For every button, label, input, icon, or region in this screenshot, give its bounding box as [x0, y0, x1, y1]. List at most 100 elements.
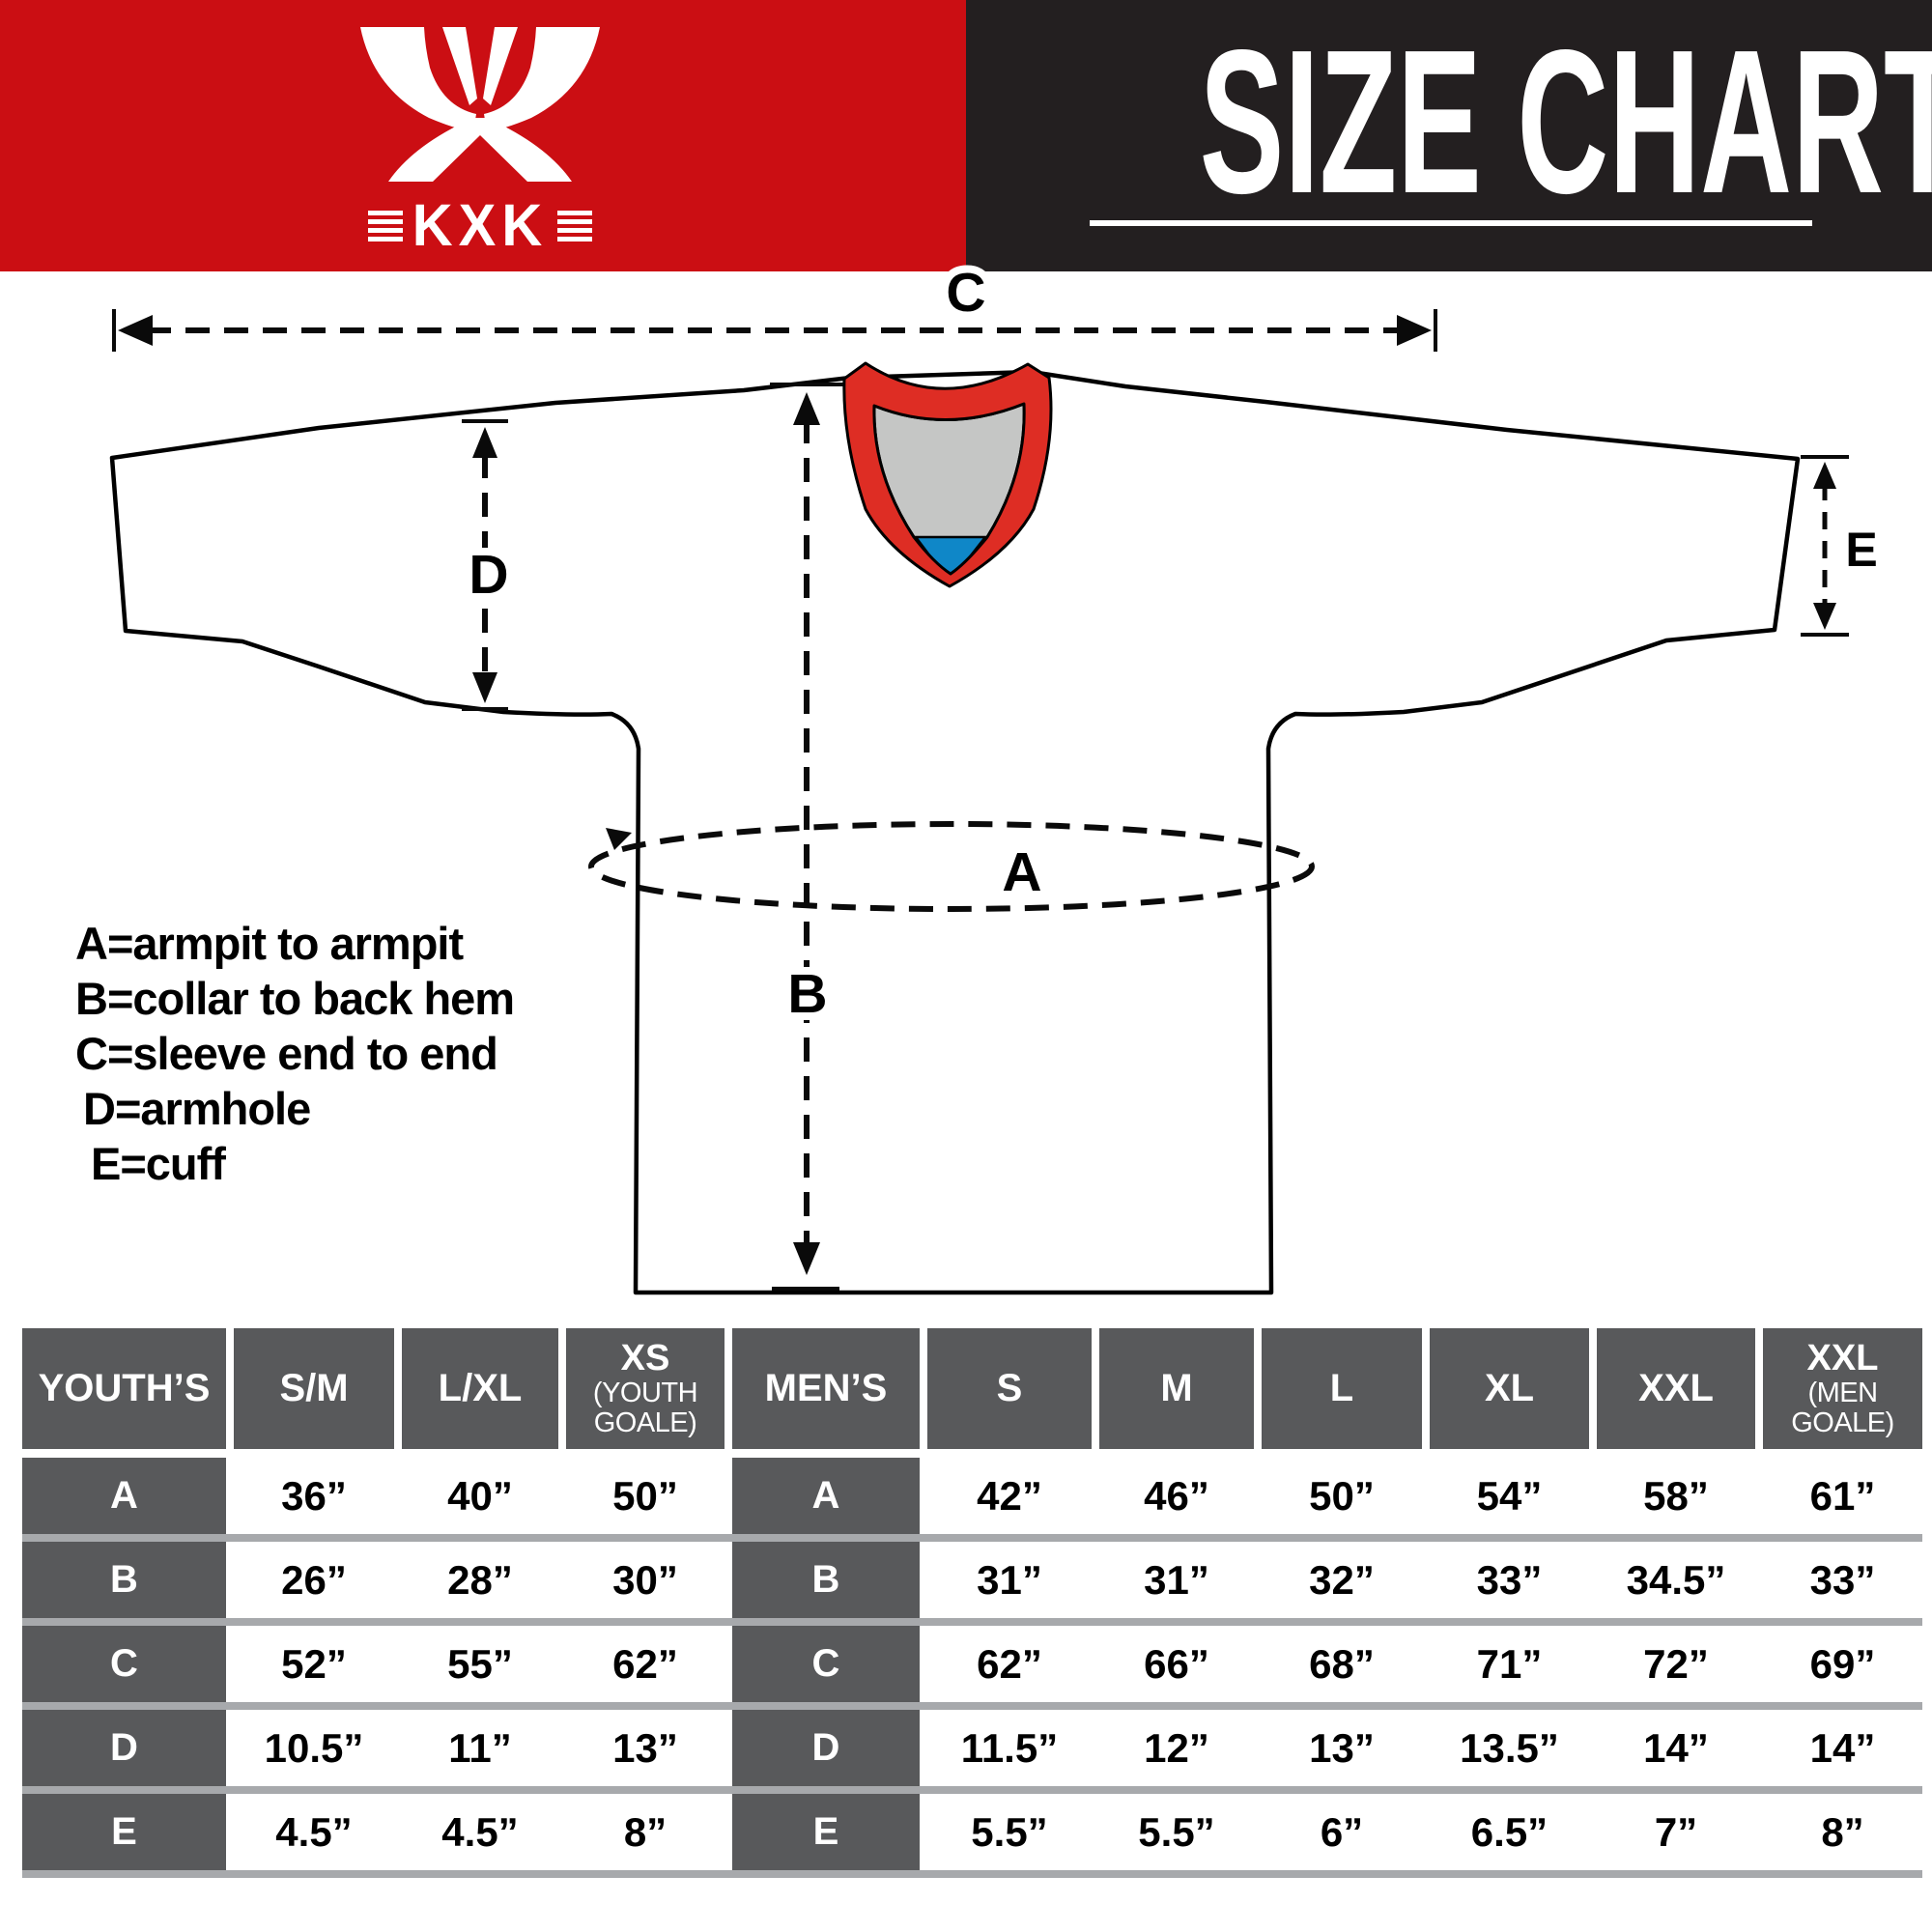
row-separator: [22, 1786, 1922, 1794]
mens-row-label-d: D: [732, 1710, 920, 1786]
logo-bars-left-icon: [367, 211, 403, 242]
table-cell: 62”: [566, 1626, 724, 1702]
logo-bars-right-icon: [557, 211, 593, 242]
table-cell: 5.5”: [1099, 1794, 1254, 1870]
table-cell: 7”: [1597, 1794, 1755, 1870]
mens-row-label-e: E: [732, 1794, 920, 1870]
brand-banner: KXK: [0, 0, 966, 271]
youth-goalie-note2: GOALE): [593, 1407, 697, 1439]
mens-col-s: S: [927, 1328, 1092, 1449]
brand-wordmark: KXK: [359, 192, 601, 259]
mens-row-label-b: B: [732, 1542, 920, 1618]
table-cell: 50”: [1262, 1458, 1422, 1534]
youth-row-label-c: C: [22, 1626, 226, 1702]
table-cell: 32”: [1262, 1542, 1422, 1618]
jersey-outline: [109, 369, 1801, 1295]
table-cell: 13”: [1262, 1710, 1422, 1786]
measure-arrow-b: B: [770, 383, 843, 1291]
label-b: B: [787, 963, 827, 1025]
legend-line-a: A=armpit to armpit: [75, 918, 464, 969]
table-cell: 71”: [1430, 1626, 1589, 1702]
table-bottom-bar: [22, 1870, 1922, 1878]
measure-arrow-c: C: [112, 254, 1437, 352]
table-cell: 14”: [1763, 1710, 1922, 1786]
measurement-legend: A=armpit to armpit B=collar to back hem …: [75, 916, 515, 1191]
label-e: E: [1845, 523, 1877, 577]
header-gap: [22, 1449, 1922, 1458]
youth-row-label-a: A: [22, 1458, 226, 1534]
table-cell: 62”: [927, 1626, 1092, 1702]
youth-col-goalie: XS (YOUTH GOALE): [566, 1328, 724, 1449]
legend-line-c: C=sleeve end to end: [75, 1028, 498, 1079]
table-cell: 36”: [234, 1458, 394, 1534]
table-cell: 14”: [1597, 1710, 1755, 1786]
measure-ellipse-a: A: [588, 821, 1315, 912]
table-cell: 33”: [1763, 1542, 1922, 1618]
table-cell: 4.5”: [234, 1794, 394, 1870]
table-cell: 33”: [1430, 1542, 1589, 1618]
table-cell: 13.5”: [1430, 1710, 1589, 1786]
mens-group-header: MEN’S: [732, 1328, 920, 1449]
table-cell: 50”: [566, 1458, 724, 1534]
table-cell: 11”: [402, 1710, 558, 1786]
table-cell: 5.5”: [927, 1794, 1092, 1870]
table-cell: 13”: [566, 1710, 724, 1786]
table-cell: 26”: [234, 1542, 394, 1618]
title-banner: [966, 0, 1932, 271]
mens-row-label-a: A: [732, 1458, 920, 1534]
brand-logo: KXK: [359, 27, 601, 255]
mens-goalie-note2: GOALE): [1791, 1407, 1894, 1439]
table-cell: 66”: [1099, 1626, 1254, 1702]
table-cell: 58”: [1597, 1458, 1755, 1534]
kxk-x-logo-icon: [360, 27, 600, 182]
table-cell: 55”: [402, 1626, 558, 1702]
mens-col-xl: XL: [1430, 1328, 1589, 1449]
mens-col-l: L: [1262, 1328, 1422, 1449]
table-cell: 61”: [1763, 1458, 1922, 1534]
mens-col-xxl: XXL: [1597, 1328, 1755, 1449]
youth-group-header: YOUTH’S: [22, 1328, 226, 1449]
brand-name: KXK: [412, 192, 549, 259]
label-a: A: [1002, 841, 1041, 903]
table-cell: 54”: [1430, 1458, 1589, 1534]
table-cell: 42”: [927, 1458, 1092, 1534]
table-cell: 31”: [927, 1542, 1092, 1618]
row-separator: [22, 1534, 1922, 1542]
youth-goalie-size: XS: [620, 1337, 670, 1378]
table-cell: 10.5”: [234, 1710, 394, 1786]
page-title: SIZE CHART: [1199, 7, 1932, 236]
measure-arrow-e: E: [1801, 455, 1886, 637]
mens-row-label-c: C: [732, 1626, 920, 1702]
table-cell: 6.5”: [1430, 1794, 1589, 1870]
youth-col-lxl: L/XL: [402, 1328, 558, 1449]
youth-goalie-note1: (YOUTH: [592, 1377, 698, 1408]
table-cell: 28”: [402, 1542, 558, 1618]
table-cell: 40”: [402, 1458, 558, 1534]
legend-line-b: B=collar to back hem: [75, 973, 515, 1024]
jersey-collar: [842, 361, 1053, 588]
table-cell: 12”: [1099, 1710, 1254, 1786]
table-cell: 72”: [1597, 1626, 1755, 1702]
size-table: YOUTH’S S/M L/XL XS (YOUTH GOALE) MEN’S …: [22, 1328, 1922, 1878]
table-cell: 69”: [1763, 1626, 1922, 1702]
table-cell: 68”: [1262, 1626, 1422, 1702]
mens-col-m: M: [1099, 1328, 1254, 1449]
mens-goalie-note1: (MEN: [1807, 1377, 1878, 1408]
youth-row-label-b: B: [22, 1542, 226, 1618]
row-separator: [22, 1702, 1922, 1710]
row-separator: [22, 1618, 1922, 1626]
youth-col-sm: S/M: [234, 1328, 394, 1449]
title-underline: [1090, 220, 1812, 226]
mens-goalie-size: XXL: [1806, 1337, 1879, 1378]
table-cell: 46”: [1099, 1458, 1254, 1534]
table-cell: 8”: [566, 1794, 724, 1870]
table-cell: 34.5”: [1597, 1542, 1755, 1618]
label-c: C: [946, 262, 985, 324]
legend-line-e: E=cuff: [91, 1138, 226, 1189]
label-d: D: [469, 544, 508, 606]
mens-col-goalie: XXL (MEN GOALE): [1763, 1328, 1922, 1449]
measure-arrow-d: D: [461, 419, 517, 711]
youth-row-label-e: E: [22, 1794, 226, 1870]
table-cell: 31”: [1099, 1542, 1254, 1618]
